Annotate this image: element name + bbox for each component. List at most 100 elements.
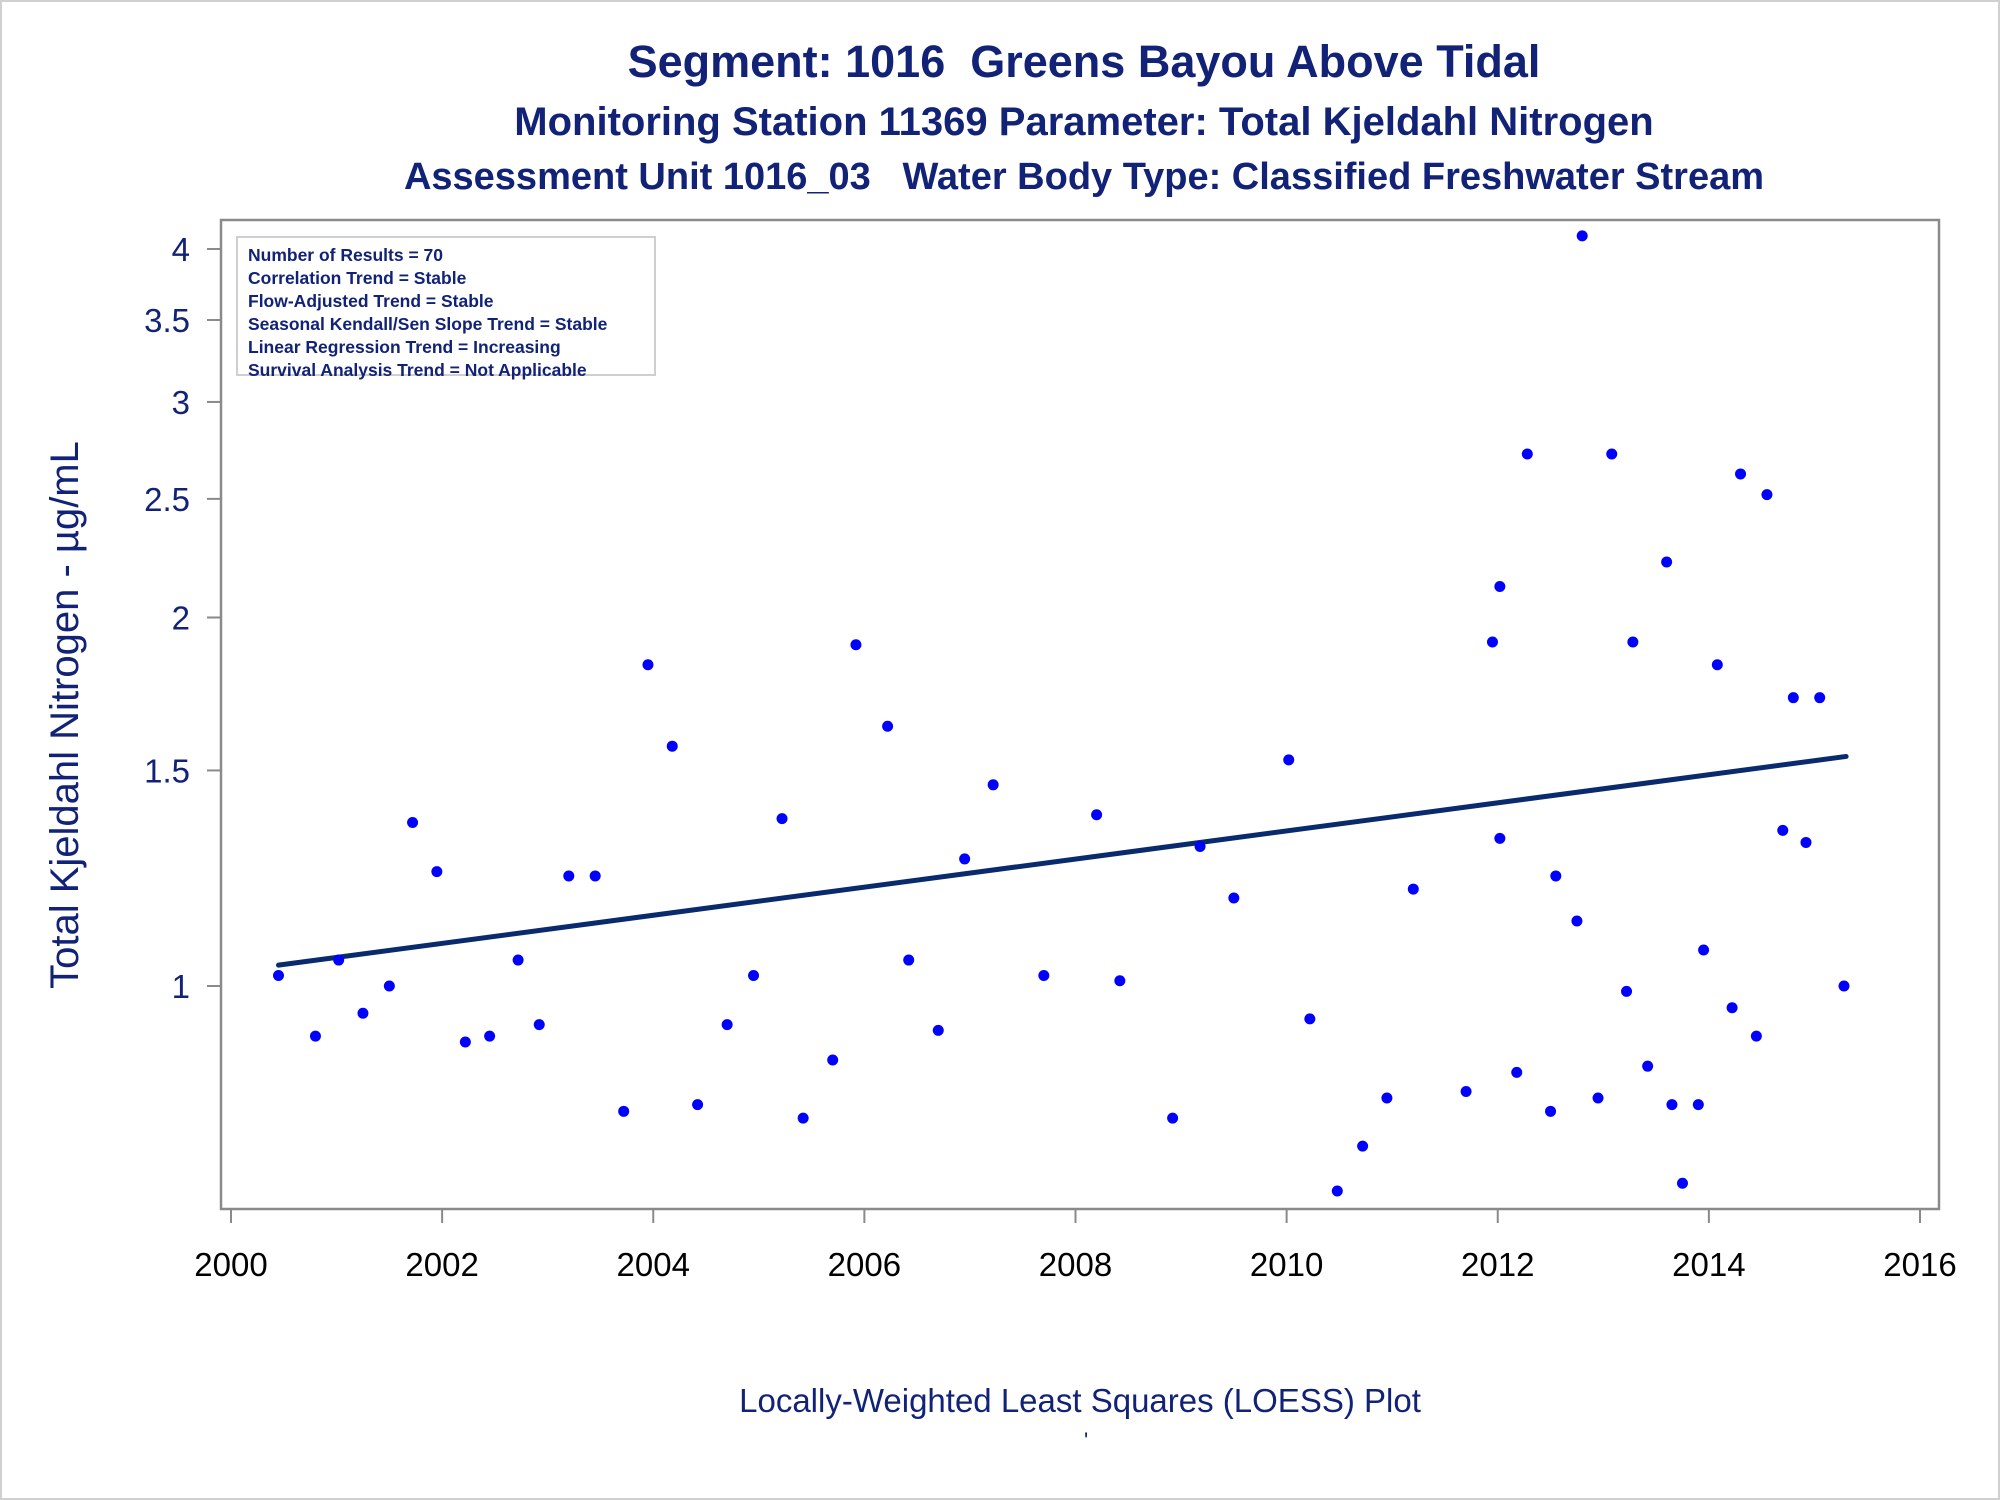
- y-axis: 1 1.5 2 2.5 3 3.5 4: [144, 231, 221, 1005]
- data-point: [642, 659, 654, 671]
- data-point: [1357, 1140, 1369, 1152]
- y-axis-label: Total Kjeldahl Nitrogen - µg/mL: [43, 441, 87, 989]
- data-point: [1787, 692, 1799, 704]
- data-point: [1692, 1099, 1704, 1111]
- y-tick-label: 2.5: [144, 481, 190, 518]
- data-point: [1777, 824, 1789, 836]
- data-point: [309, 1030, 321, 1042]
- data-point: [1331, 1185, 1343, 1197]
- data-point: [1521, 448, 1533, 460]
- data-point: [1726, 1002, 1738, 1014]
- data-point: [692, 1099, 704, 1111]
- data-point: [273, 969, 285, 981]
- data-point: [1571, 915, 1583, 927]
- data-point: [932, 1024, 944, 1036]
- data-point: [1194, 841, 1206, 853]
- data-points: [273, 230, 1850, 1197]
- data-point: [1676, 1177, 1688, 1189]
- data-point: [1592, 1092, 1604, 1104]
- data-point: [1750, 1030, 1762, 1042]
- data-point: [1698, 944, 1710, 956]
- data-point: [1407, 883, 1419, 895]
- data-point: [1486, 636, 1498, 648]
- chart-title: Segment: 1016 Greens Bayou Above Tidal: [627, 36, 1541, 87]
- data-point: [563, 870, 575, 882]
- data-point: [1511, 1066, 1523, 1078]
- data-point: [589, 870, 601, 882]
- x-tick-label: 2006: [828, 1246, 901, 1283]
- data-point: [484, 1030, 496, 1042]
- data-point: [903, 954, 915, 966]
- x-tick-label: 2010: [1250, 1246, 1323, 1283]
- x-tick-label: 2008: [1039, 1246, 1112, 1283]
- data-point: [1814, 692, 1826, 704]
- x-tick-label: 2016: [1883, 1246, 1956, 1283]
- data-point: [1304, 1013, 1316, 1025]
- y-tick-label: 3: [172, 384, 190, 421]
- data-point: [1838, 980, 1850, 992]
- legend-line-results: Number of Results = 70: [248, 245, 443, 265]
- data-point: [431, 866, 443, 878]
- chart-subtitle-assessment: Assessment Unit 1016_03 Water Body Type:…: [403, 156, 1765, 198]
- x-axis: 2000 2002 2004 2006 2008 2010 2012 2014 2016: [194, 1209, 1957, 1283]
- data-point: [1711, 659, 1723, 671]
- plot-footer-caption: Locally-Weighted Least Squares (LOESS) P…: [739, 1382, 1421, 1419]
- plot-area-border: [219, 218, 1941, 1211]
- data-point: [1666, 1099, 1678, 1111]
- data-point: [1661, 556, 1673, 568]
- data-point: [1576, 230, 1588, 242]
- data-point: [987, 779, 999, 791]
- legend-line-linear-regression: Linear Regression Trend = Increasing: [248, 337, 561, 357]
- x-tick-label: 2012: [1461, 1246, 1534, 1283]
- x-tick-label: 2004: [617, 1246, 690, 1283]
- data-point: [850, 639, 862, 651]
- data-point: [1550, 870, 1562, 882]
- data-point: [1545, 1105, 1557, 1117]
- data-point: [1621, 985, 1633, 997]
- data-point: [959, 853, 971, 865]
- data-point: [383, 980, 395, 992]
- y-tick-label: 2: [172, 600, 190, 637]
- trend-summary-box: Number of Results = 70 Correlation Trend…: [236, 236, 656, 380]
- data-point: [666, 740, 678, 752]
- data-point: [1114, 975, 1126, 987]
- data-point: [1494, 832, 1506, 844]
- data-point: [797, 1112, 809, 1124]
- y-tick-label: 1: [172, 968, 190, 1005]
- data-point: [1642, 1060, 1654, 1072]
- data-point: [721, 1019, 733, 1031]
- data-point: [882, 720, 894, 732]
- trend-line-group: [276, 753, 1849, 968]
- data-point: [827, 1054, 839, 1066]
- y-tick-label: 3.5: [144, 302, 190, 339]
- y-tick-label: 1.5: [144, 752, 190, 789]
- x-tick-label: 2000: [194, 1246, 267, 1283]
- data-point: [1761, 489, 1773, 501]
- data-point: [776, 813, 788, 825]
- data-point: [1627, 636, 1639, 648]
- x-tick-label: 2014: [1672, 1246, 1745, 1283]
- data-point: [333, 954, 345, 966]
- data-point: [748, 969, 760, 981]
- data-point: [1038, 969, 1050, 981]
- data-point: [512, 954, 524, 966]
- data-point: [1800, 836, 1812, 848]
- legend-line-survival-analysis: Survival Analysis Trend = Not Applicable: [248, 360, 587, 380]
- data-point: [1091, 809, 1103, 821]
- legend-line-correlation: Correlation Trend = Stable: [248, 268, 467, 288]
- x-tick-label: 2002: [405, 1246, 478, 1283]
- data-point: [407, 817, 419, 829]
- chart-subtitle-station: Monitoring Station 11369 Parameter: Tota…: [514, 100, 1654, 144]
- data-point: [1735, 468, 1747, 480]
- data-point: [1283, 754, 1295, 766]
- data-point: [357, 1007, 369, 1019]
- data-point: [1381, 1092, 1393, 1104]
- data-point: [618, 1105, 630, 1117]
- footer-mark: ': [1084, 1428, 1089, 1453]
- data-point: [1606, 448, 1618, 460]
- legend-line-seasonal-kendall: Seasonal Kendall/Sen Slope Trend = Stabl…: [248, 314, 608, 334]
- trend-line: [276, 753, 1849, 968]
- data-point: [1228, 892, 1240, 904]
- data-point: [533, 1019, 545, 1031]
- y-tick-label: 4: [172, 231, 190, 268]
